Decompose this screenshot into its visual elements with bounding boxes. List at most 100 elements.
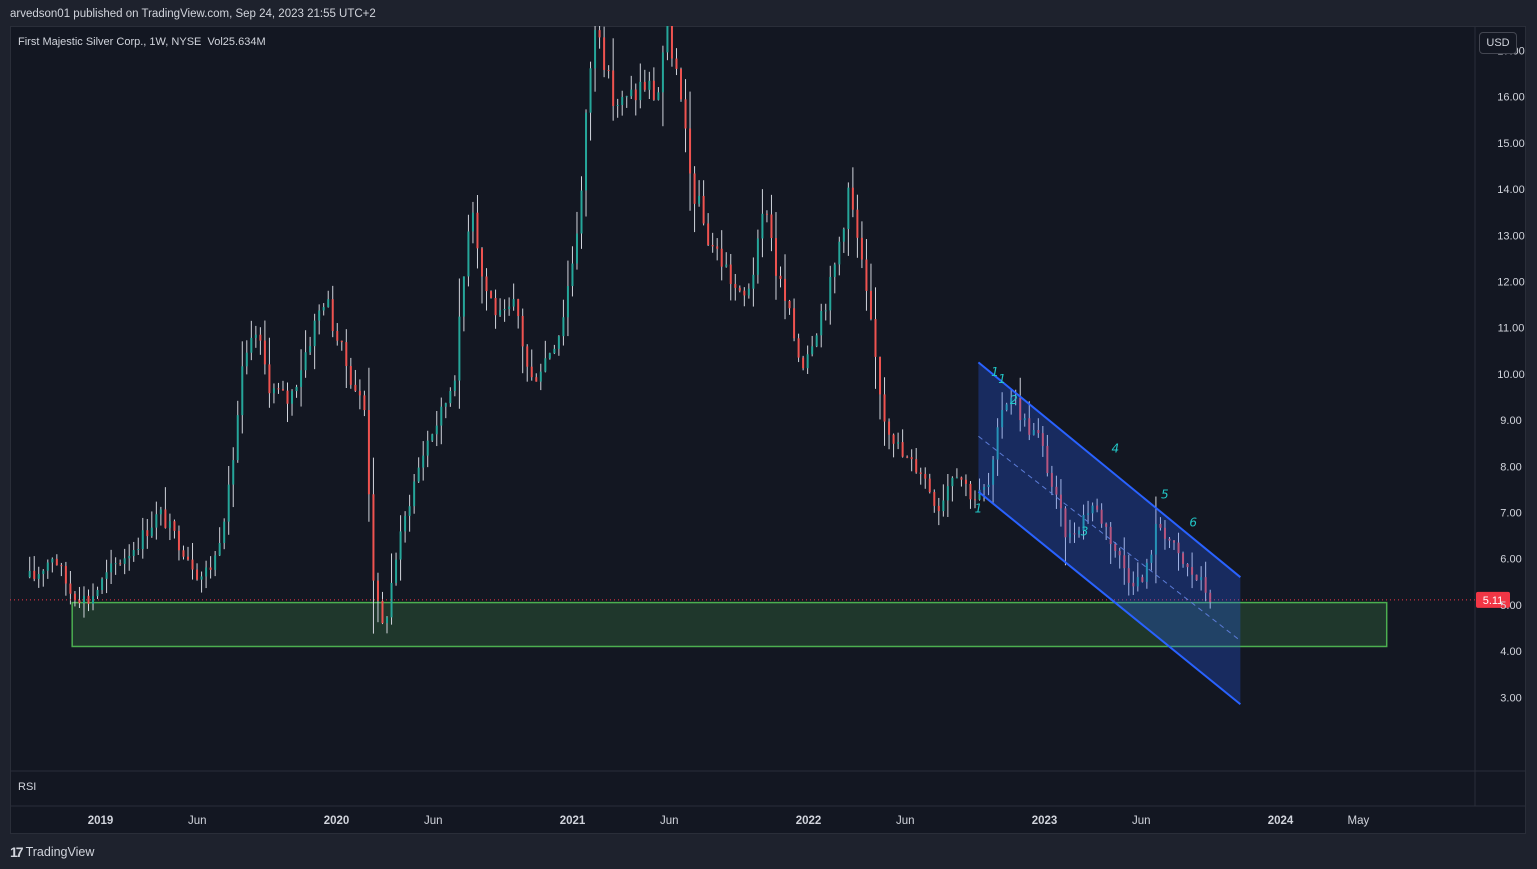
channel-fill — [978, 362, 1241, 705]
candle-body — [702, 195, 705, 224]
candle-body — [46, 562, 49, 571]
candle-body — [281, 389, 284, 391]
candle-body — [87, 595, 90, 604]
time-tick-label: 2022 — [796, 815, 822, 827]
candle-body — [964, 479, 967, 484]
candle-body — [236, 415, 239, 461]
candle-body — [42, 570, 45, 575]
candle-body — [254, 334, 257, 338]
candles-layer: 5.11 — [10, 26, 1510, 634]
candle-body — [987, 484, 990, 488]
candle-body — [435, 425, 438, 435]
candle-body — [146, 530, 149, 537]
candle-body — [164, 509, 167, 528]
candle-body — [268, 364, 271, 394]
candle-body — [585, 112, 588, 191]
candle-body — [471, 212, 474, 232]
candle-body — [1041, 433, 1044, 446]
time-tick-label: Jun — [188, 815, 207, 827]
candle-body — [544, 358, 547, 372]
candle-body — [1046, 445, 1049, 474]
candle-body — [919, 472, 922, 475]
price-tick-label: 13.00 — [1497, 230, 1525, 242]
candle-body — [765, 213, 768, 215]
candle-body — [879, 356, 882, 395]
candle-body — [824, 310, 827, 312]
time-tick-label: Jun — [1132, 815, 1151, 827]
candle-body — [467, 231, 470, 277]
candle-body — [978, 489, 981, 500]
candle-body — [227, 484, 230, 522]
candle-body — [250, 337, 253, 353]
candle-body — [354, 384, 357, 391]
candle-body — [1123, 555, 1126, 569]
candle-body — [580, 190, 583, 234]
candle-body — [110, 563, 113, 573]
price-tick-label: 9.00 — [1500, 415, 1521, 427]
volume-value: 25.634M — [222, 36, 266, 48]
candle-body — [634, 89, 637, 101]
candle-body — [1118, 550, 1121, 556]
candle-body — [128, 555, 131, 559]
candle-body — [449, 390, 452, 404]
candle-body — [408, 506, 411, 516]
candle-body — [897, 442, 900, 444]
candle-body — [73, 593, 76, 601]
tradingview-brand[interactable]: 17 TradingView — [10, 844, 94, 860]
candle-body — [906, 456, 909, 458]
candle-body — [716, 246, 719, 249]
candle-body — [680, 68, 683, 100]
candle-body — [698, 195, 701, 204]
price-axis: 3.00 4.00 5.00 6.00 7.00 8.00 9.00 10.00 11.00 12… — [1497, 46, 1525, 705]
candle-body — [1200, 577, 1203, 581]
candle-body — [503, 309, 506, 311]
time-tick-label: 2019 — [88, 815, 114, 827]
time-tick-label: Jun — [660, 815, 679, 827]
tradingview-logo-icon: 17 — [10, 844, 24, 860]
candle-body — [860, 237, 863, 260]
price-tick-label: 11.00 — [1498, 323, 1525, 335]
candle-body — [141, 530, 144, 550]
candle-body — [1100, 509, 1103, 524]
candle-body — [811, 346, 814, 355]
candle-body — [833, 264, 836, 277]
currency-button[interactable]: USD — [1479, 32, 1517, 54]
candle-body — [693, 173, 696, 204]
symbol-legend[interactable]: First Majestic Silver Corp., 1W, NYSE Vo… — [18, 36, 266, 48]
candle-body — [1055, 486, 1058, 495]
channel-lower-line — [977, 490, 1242, 706]
candle-body — [168, 521, 171, 528]
candle-body — [182, 550, 185, 557]
candle-body — [621, 96, 624, 105]
wave-count-label: 1 — [998, 372, 1006, 386]
candle-body — [259, 334, 262, 341]
candle-body — [942, 500, 945, 512]
candle-body — [372, 494, 375, 581]
current-price-tag — [1476, 591, 1510, 608]
candle-body — [159, 509, 162, 515]
candle-body — [643, 81, 646, 90]
candle-body — [155, 514, 158, 528]
candle-body — [1186, 563, 1189, 568]
candle-body — [1132, 582, 1135, 587]
time-tick-label: 2024 — [1268, 815, 1294, 827]
candle-body — [232, 460, 235, 485]
candle-body — [1204, 577, 1207, 593]
candle-body — [625, 96, 628, 98]
candle-body — [1182, 553, 1185, 564]
wave-count-label: 3 — [1081, 525, 1089, 539]
candle-body — [1001, 410, 1004, 428]
candle-body — [137, 549, 140, 551]
candle-body — [277, 388, 280, 390]
candle-body — [806, 354, 809, 369]
candle-body — [1032, 429, 1035, 435]
candle-body — [119, 563, 122, 565]
candle-body — [616, 104, 619, 107]
price-tick-label: 7.00 — [1500, 508, 1521, 520]
candle-body — [458, 316, 461, 381]
candle-body — [720, 248, 723, 267]
time-tick-label: Jun — [896, 815, 915, 827]
current-price-value: 5.11 — [1483, 595, 1504, 607]
candle-body — [865, 259, 868, 291]
